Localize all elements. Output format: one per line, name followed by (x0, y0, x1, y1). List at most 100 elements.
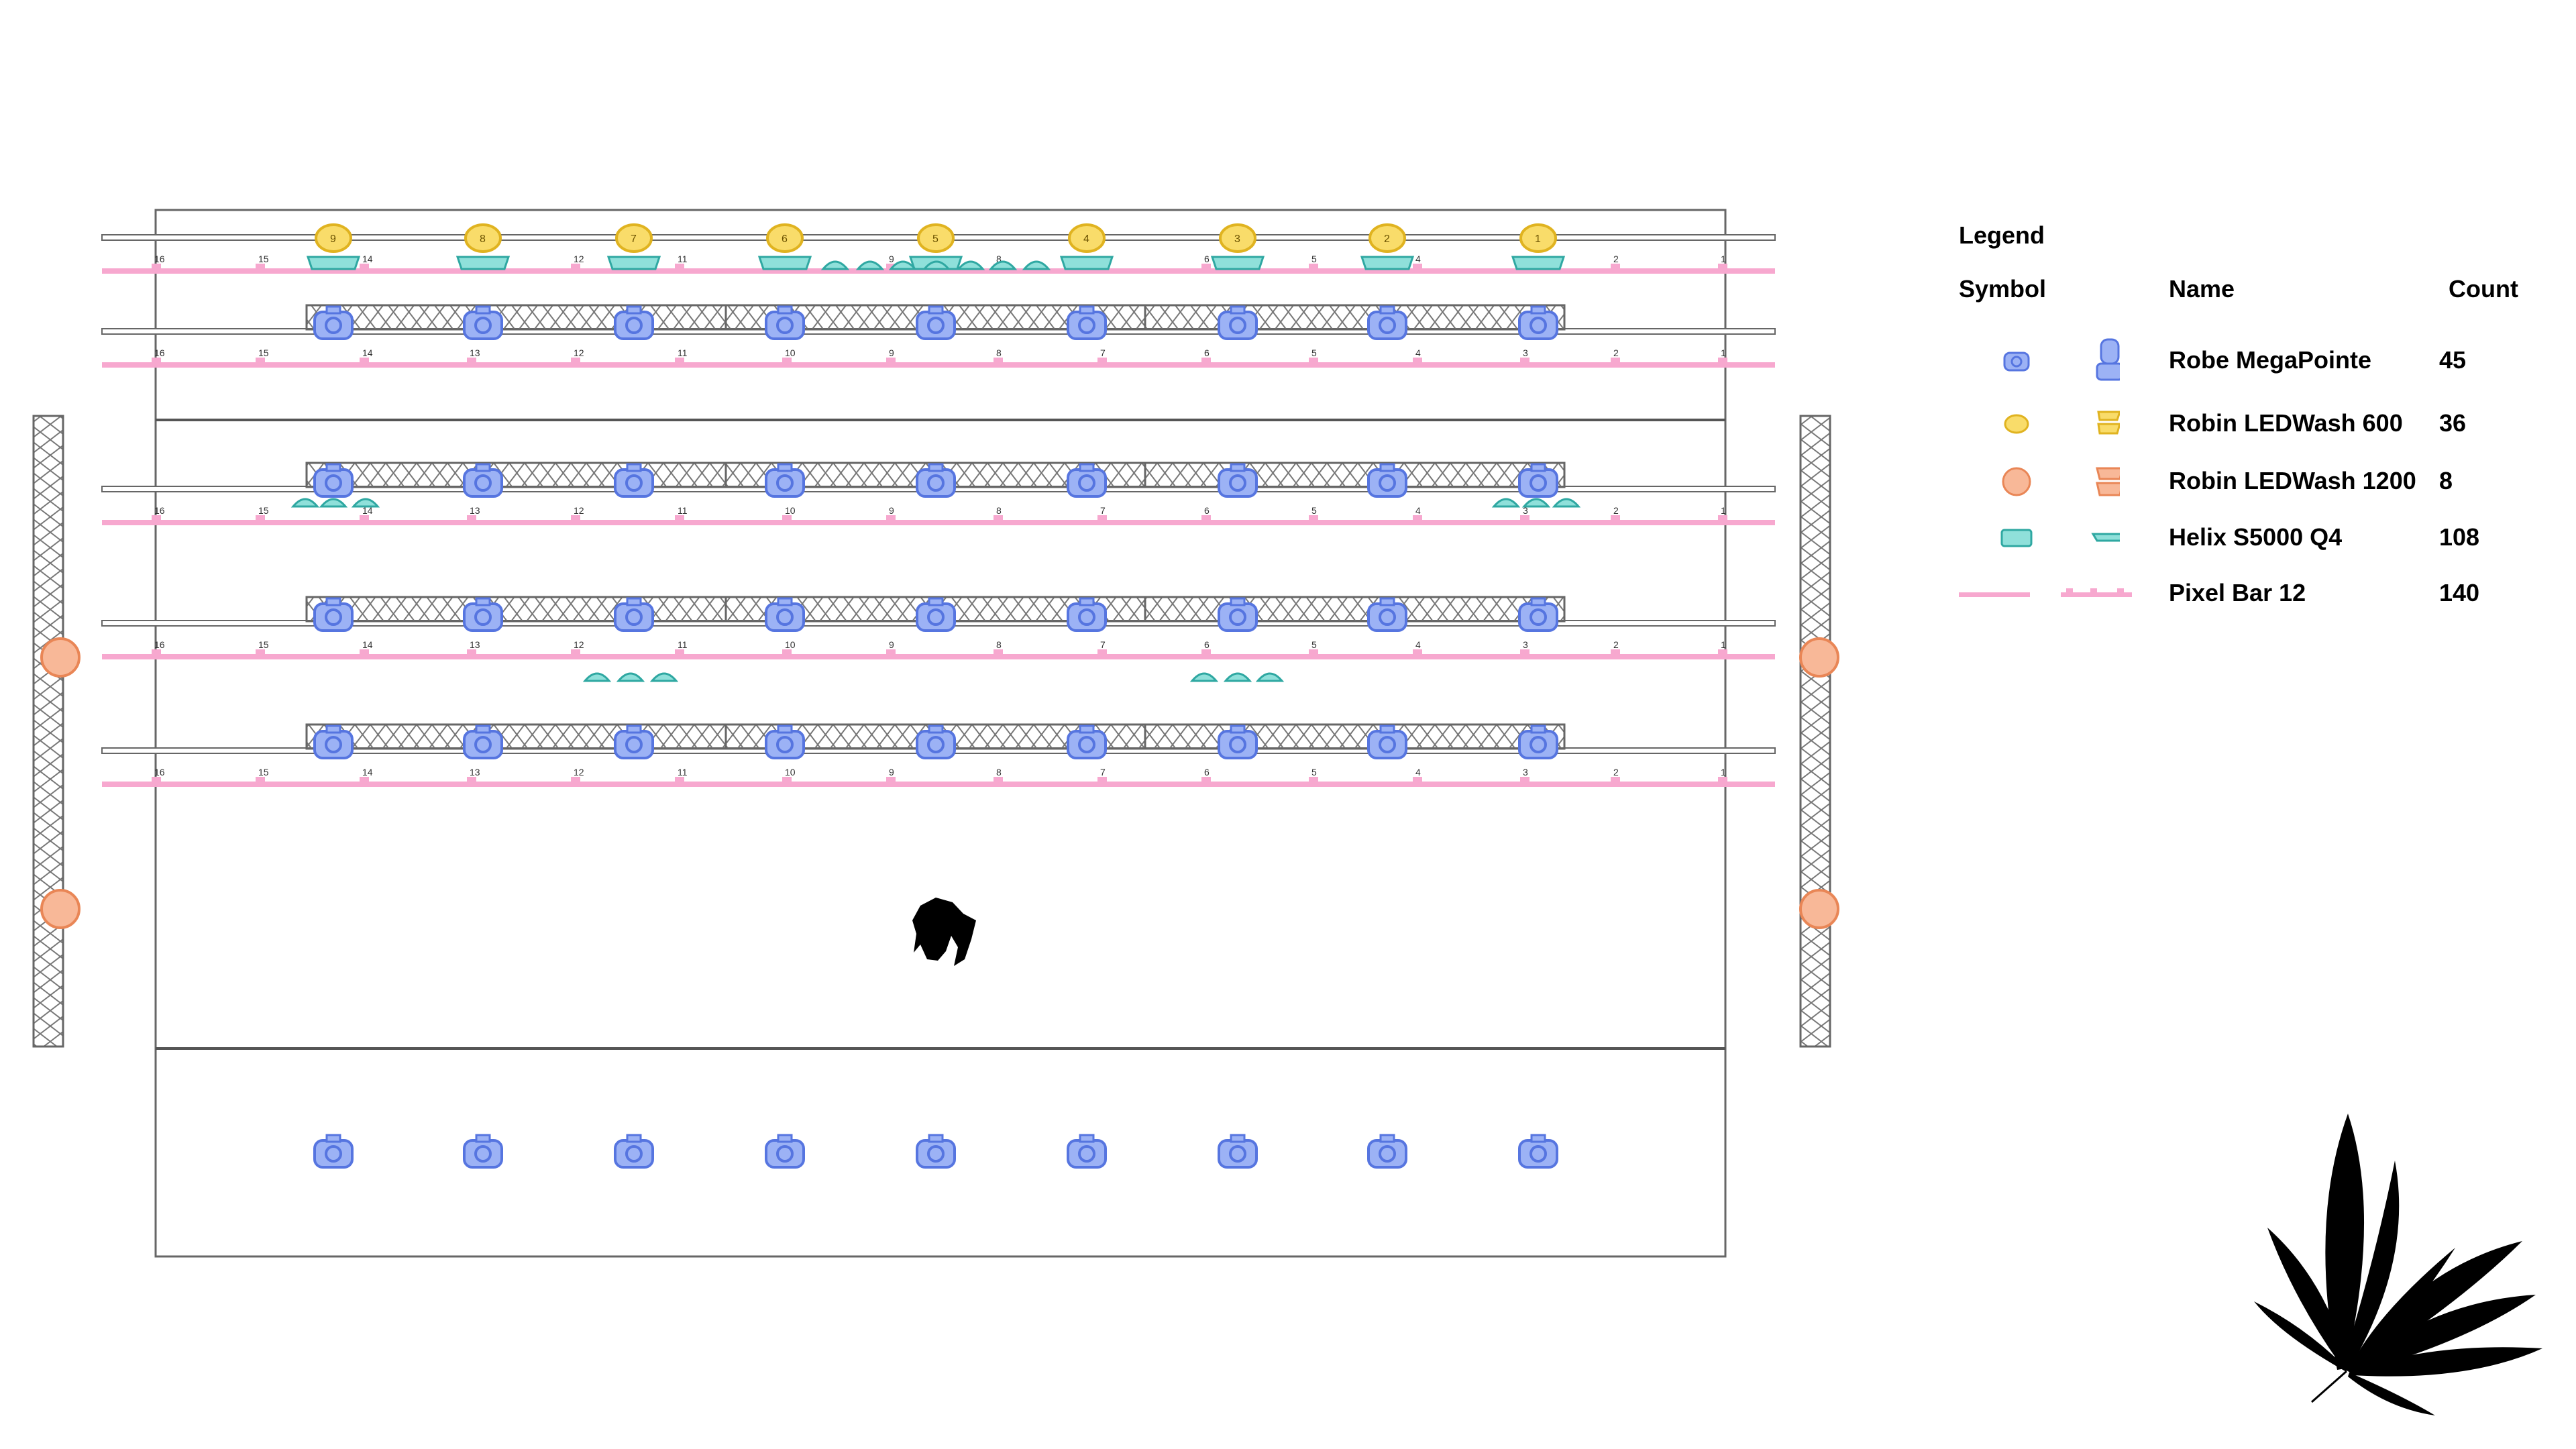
pipe-number: 10 (785, 767, 796, 777)
legend-row-helix: Helix S5000 Q4 108 (1959, 511, 2563, 565)
ledwash600-fixture: 9 (315, 223, 352, 253)
pipe-number: 12 (574, 505, 584, 516)
megapointe-fixture (1218, 305, 1258, 340)
pipe-number: 11 (678, 505, 688, 516)
pixel-bar-segment (675, 777, 684, 782)
pipe-number: 14 (362, 505, 373, 516)
moving-head-icon (1999, 334, 2124, 388)
pixel-bar-segment (782, 649, 792, 655)
pixel-bar-segment (994, 515, 1003, 521)
pipe-number: 8 (996, 505, 1002, 516)
pixel-bar-segment (886, 515, 896, 521)
pixel-bar (102, 654, 1775, 659)
pixel-bar-segment (886, 264, 896, 269)
ledwash600-fixture: 2 (1368, 223, 1406, 253)
wash-number: 8 (480, 233, 486, 245)
pipe-number: 1 (1721, 505, 1726, 516)
pipe-number: 5 (1311, 505, 1317, 516)
pixel-bar-segment (1611, 264, 1620, 269)
pixel-bar-segment (360, 358, 369, 363)
pipe-number: 5 (1311, 347, 1317, 358)
pipe-number: 6 (1204, 254, 1210, 264)
pipe-number: 6 (1204, 639, 1210, 650)
pipe-number: 6 (1204, 347, 1210, 358)
pixel-bar-segment (1611, 649, 1620, 655)
megapointe-fixture (1518, 597, 1558, 632)
pipe-number: 5 (1311, 254, 1317, 264)
pipe-number: 9 (889, 505, 894, 516)
pixel-bar-segment (1413, 264, 1422, 269)
megapointe-fixture (1218, 597, 1258, 632)
helix-fixture (351, 498, 380, 508)
pipe-number: 8 (996, 767, 1002, 777)
pixel-bar-segment (467, 358, 476, 363)
helix-fixture (606, 256, 661, 270)
legend-row-pixelbar: Pixel Bar 12 140 (1959, 567, 2563, 621)
megapointe-fixture (765, 724, 805, 759)
pixel-bar-segment (994, 649, 1003, 655)
wash-number: 7 (631, 233, 637, 245)
pipe-number: 2 (1613, 767, 1619, 777)
megapointe-fixture (916, 305, 956, 340)
pixel-bar-segment (1201, 777, 1211, 782)
pixel-bar-segment (1201, 358, 1211, 363)
ledwash1200-fixture (1799, 637, 1839, 678)
legend-row-megapointe: Robe MegaPointe 45 (1959, 334, 2563, 388)
pipe-number: 2 (1613, 254, 1619, 264)
legend-header-symbol: Symbol (1959, 275, 2047, 303)
pipe-number: 1 (1721, 767, 1726, 777)
helix-icon (1999, 511, 2133, 565)
wash-number: 1 (1535, 233, 1541, 245)
megapointe-fixture (313, 724, 354, 759)
legend-name: Robe MegaPointe (2169, 346, 2372, 374)
pixel-bar-segment (467, 777, 476, 782)
pipe-number: 8 (996, 639, 1002, 650)
pipe-number: 15 (258, 639, 269, 650)
megapointe-fixture (1067, 463, 1107, 498)
pixel-bar-segment (1611, 515, 1620, 521)
pixel-bar-segment (1520, 515, 1529, 521)
pixel-bar-segment (1309, 515, 1318, 521)
pixel-bar-segment (994, 777, 1003, 782)
wash-number: 4 (1083, 233, 1089, 245)
ledwash600-fixture: 3 (1219, 223, 1256, 253)
legend-title: Legend (1959, 221, 2045, 249)
pixel-bar-segment (1309, 264, 1318, 269)
pipe-number: 1 (1721, 347, 1726, 358)
pixel-bar-segment (571, 649, 580, 655)
pixel-bar-segment (152, 777, 161, 782)
pipe-number: 6 (1204, 505, 1210, 516)
pipe-number: 9 (889, 639, 894, 650)
ledwash600-fixture: 4 (1068, 223, 1106, 253)
megapointe-fixture (313, 597, 354, 632)
pipe-number: 4 (1415, 254, 1421, 264)
legend-count: 8 (2439, 467, 2453, 494)
pipe-number: 2 (1613, 639, 1619, 650)
pipe-number: 9 (889, 254, 894, 264)
pipe-number: 10 (785, 347, 796, 358)
pixel-bar-segment (1309, 358, 1318, 363)
pixel-bar (102, 520, 1775, 525)
pixel-bar-segment (256, 358, 265, 363)
helix-fixture (306, 256, 361, 270)
pixel-bar-segment (152, 515, 161, 521)
pixel-bar-segment (675, 358, 684, 363)
megapointe-fixture (1367, 305, 1407, 340)
legend-count: 36 (2439, 409, 2467, 437)
pixel-bar-segment (1097, 358, 1107, 363)
wash-1200-icon (1999, 455, 2124, 508)
megapointe-fixture (765, 305, 805, 340)
pipe-number: 4 (1415, 639, 1421, 650)
pipe-number: 13 (470, 639, 480, 650)
pixel-bar-segment (256, 515, 265, 521)
pixel-bar-segment (1718, 515, 1727, 521)
pipe-number: 4 (1415, 767, 1421, 777)
pixel-bar-segment (1413, 358, 1422, 363)
pipe-number: 12 (574, 639, 584, 650)
pipe-number: 16 (154, 254, 165, 264)
pixel-bar-segment (1097, 515, 1107, 521)
megapointe-fixture (1218, 463, 1258, 498)
helix-fixture (455, 256, 511, 270)
pixel-bar-segment (886, 358, 896, 363)
